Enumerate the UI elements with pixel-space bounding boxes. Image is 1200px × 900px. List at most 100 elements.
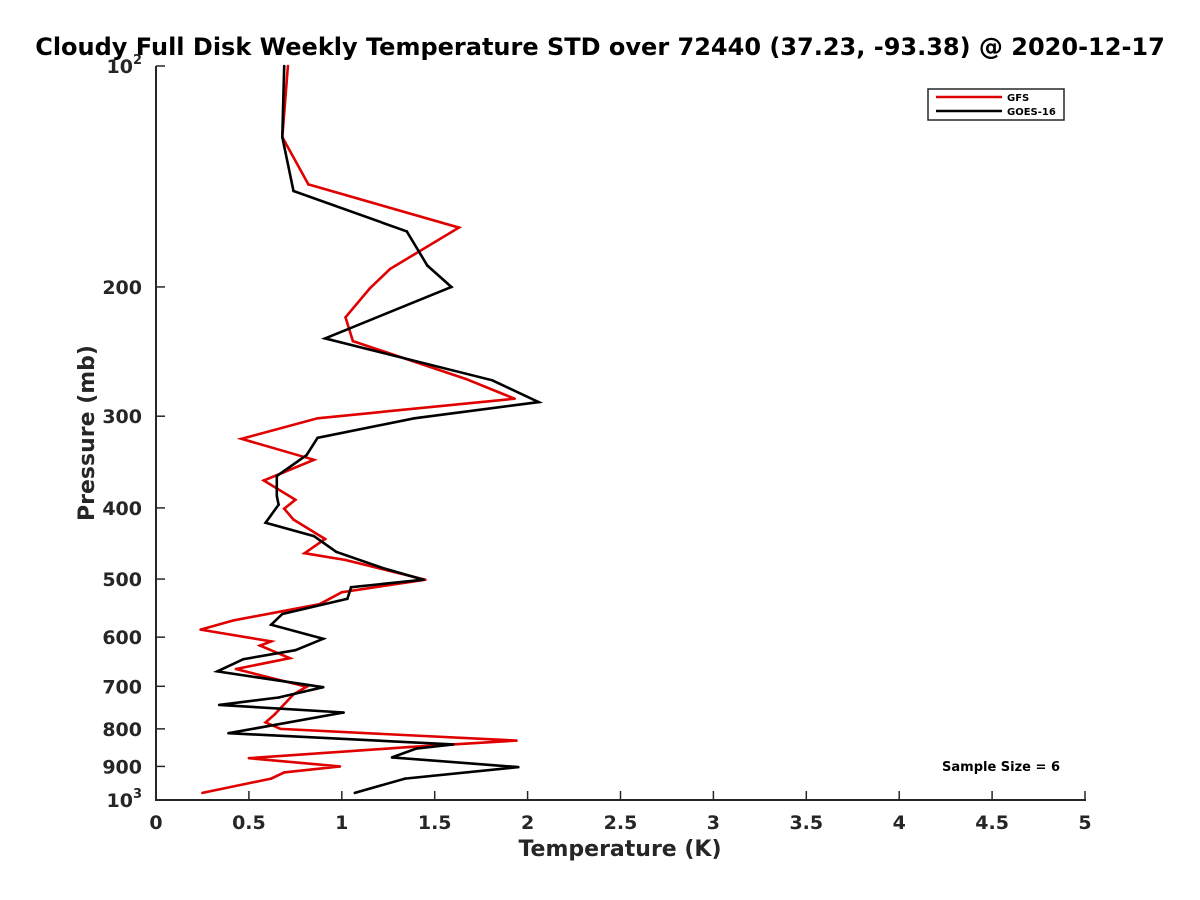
data-point-gfs	[464, 377, 468, 381]
y-tick-label: 600	[102, 627, 142, 649]
data-point-goes16	[381, 566, 384, 570]
data-point-gfs	[515, 739, 518, 742]
data-point-goes16	[334, 550, 338, 554]
data-point-gfs	[232, 618, 236, 622]
y-tick-label: 800	[102, 719, 142, 741]
series-layer	[199, 64, 544, 795]
data-point-gfs	[388, 267, 392, 271]
data-point-gfs	[513, 397, 516, 401]
data-point-goes16	[323, 337, 327, 340]
data-point-gfs	[286, 64, 290, 68]
data-point-gfs	[199, 628, 202, 631]
y-tick-label: 102	[107, 53, 143, 78]
x-tick-label: 4	[893, 812, 906, 834]
data-point-goes16	[305, 453, 308, 457]
series-line-goes16	[212, 65, 544, 795]
data-point-goes16	[349, 585, 353, 589]
data-point-gfs	[282, 507, 286, 511]
data-point-goes16	[312, 534, 316, 538]
data-point-goes16	[321, 637, 325, 641]
data-point-goes16	[275, 474, 279, 478]
data-point-goes16	[403, 777, 407, 780]
data-point-goes16	[390, 756, 394, 759]
sample-size-annotation: Sample Size = 6	[942, 760, 1060, 775]
y-tick-label: 700	[102, 676, 142, 698]
data-point-gfs	[258, 644, 262, 647]
data-point-gfs	[424, 578, 427, 581]
data-point-gfs	[323, 537, 327, 541]
data-point-gfs	[247, 756, 251, 760]
data-point-goes16	[217, 703, 221, 707]
y-tick-label: 103	[107, 787, 143, 812]
data-point-goes16	[414, 747, 418, 750]
data-point-gfs	[282, 771, 286, 774]
data-point-gfs	[344, 316, 347, 319]
data-point-goes16	[277, 696, 280, 699]
data-point-gfs	[269, 777, 273, 780]
data-point-gfs	[303, 551, 306, 555]
x-tick-label: 2	[521, 812, 534, 834]
data-point-goes16	[425, 264, 429, 267]
data-point-goes16	[264, 521, 267, 525]
y-tick-label: 900	[102, 756, 142, 778]
data-point-goes16	[405, 230, 409, 233]
data-point-goes16	[490, 378, 494, 382]
data-point-goes16	[281, 612, 284, 616]
data-point-gfs	[264, 721, 267, 724]
data-point-gfs	[316, 417, 319, 420]
data-point-gfs	[338, 765, 342, 768]
x-tick-label: 2.5	[604, 812, 638, 834]
x-tick-label: 0.5	[232, 812, 266, 834]
legend-label-gfs: GFS	[1007, 93, 1029, 104]
y-tick-exponent: 2	[133, 53, 142, 68]
x-tick-label: 1.5	[418, 812, 452, 834]
data-point-gfs	[340, 590, 344, 594]
data-point-goes16	[342, 711, 345, 714]
data-point-gfs	[312, 458, 316, 462]
y-tick-label: 300	[102, 406, 142, 428]
x-tick-label: 3.5	[789, 812, 823, 834]
data-point-gfs	[240, 437, 243, 441]
data-point-goes16	[216, 670, 219, 673]
data-point-gfs	[307, 183, 310, 186]
data-point-goes16	[282, 64, 286, 68]
data-point-gfs	[292, 518, 295, 521]
data-point-gfs	[279, 727, 282, 731]
x-tick-label: 0	[149, 812, 162, 834]
data-point-gfs	[457, 226, 461, 229]
chart-title: Cloudy Full Disk Weekly Temperature STD …	[35, 33, 1165, 61]
x-tick-label: 1	[335, 812, 348, 834]
legend-label-goes16: GOES-16	[1007, 107, 1056, 118]
data-point-goes16	[321, 685, 325, 689]
legend: GFS GOES-16	[927, 88, 1065, 121]
legend-box	[927, 88, 1065, 121]
data-point-goes16	[269, 623, 273, 627]
data-point-gfs	[234, 667, 238, 671]
data-point-gfs	[273, 712, 277, 716]
x-tick-label: 3	[707, 812, 720, 834]
data-point-goes16	[537, 400, 541, 404]
data-point-gfs	[407, 745, 410, 749]
data-point-goes16	[412, 417, 416, 420]
x-tick-label: 5	[1078, 812, 1091, 834]
data-point-goes16	[227, 731, 230, 735]
x-axis-label: Temperature (K)	[518, 837, 721, 862]
data-point-goes16	[275, 494, 279, 498]
y-tick-base: 10	[107, 56, 133, 78]
data-point-goes16	[294, 648, 297, 652]
data-point-gfs	[288, 656, 292, 660]
data-point-gfs	[201, 791, 204, 795]
data-point-goes16	[422, 578, 425, 581]
y-tick-label: 200	[102, 277, 142, 299]
x-axis-ticks: 0 0.5 1 1.5 2 2.5 3 3.5 4 4.5 5	[149, 791, 1092, 834]
data-point-gfs	[351, 339, 355, 343]
data-point-gfs	[344, 558, 347, 562]
data-point-gfs	[262, 479, 266, 482]
data-point-gfs	[368, 287, 371, 290]
data-point-goes16	[292, 189, 295, 193]
y-tick-label: 400	[102, 498, 142, 520]
data-point-goes16	[277, 503, 280, 507]
y-axis-label: Pressure (mb)	[75, 345, 100, 521]
